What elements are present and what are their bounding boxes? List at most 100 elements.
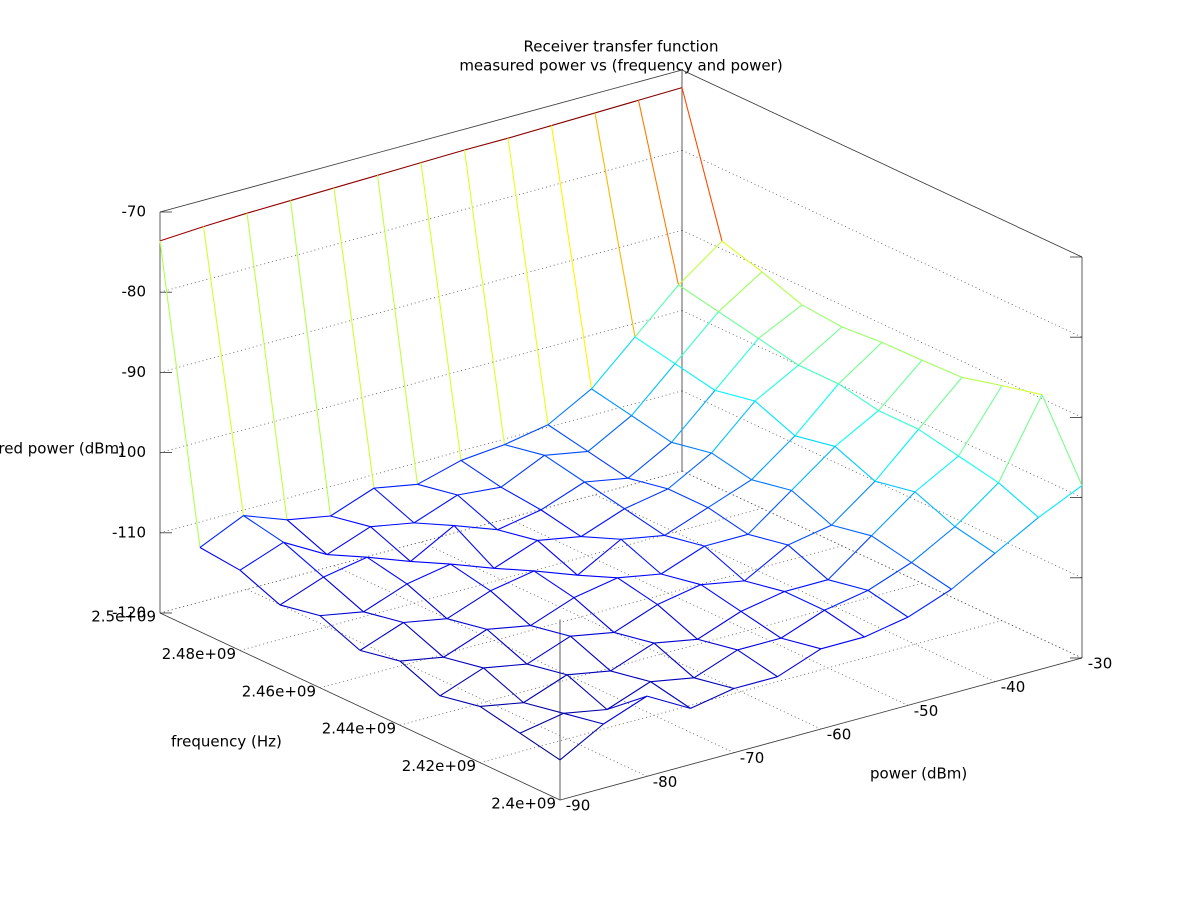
surface-segment [758,337,799,366]
grid-line [681,310,1083,498]
surface-segment [637,100,680,286]
surface-segment [881,341,923,361]
surface-segment [871,535,912,563]
surface-segment [540,509,582,538]
surface-segment [747,489,792,535]
surface-segment [697,610,742,640]
surface-segment [483,663,528,669]
surface-segment [627,441,672,479]
surface-segment [203,212,248,228]
surface-segment [831,480,876,526]
surface-segment [544,454,585,483]
surface-segment [439,695,481,707]
surface-segment [794,435,836,447]
surface-segment [420,162,462,461]
surface-segment [376,175,419,485]
surface-segment [570,631,615,637]
surface-segment [547,424,589,452]
surface-segment [403,618,448,624]
surface-segment [620,538,662,575]
surface-segment [279,604,321,617]
z-tick-label: -100 [112,443,146,461]
surface-segment [159,226,204,242]
surface-segment [834,446,876,482]
z-axis-label: measured power (dBm) [0,440,125,458]
surface-segment [460,444,505,461]
surface-segment [550,125,593,389]
y-tick-label: -30 [1088,655,1113,673]
surface-segment [573,597,615,633]
surface-segment [370,526,411,562]
surface-segment [700,580,745,586]
surface-segment [721,240,763,273]
surface-segment [653,638,698,644]
surface-segment [827,535,872,581]
surface-segment [1041,394,1083,486]
surface-segment [671,441,712,454]
surface-segment [831,524,872,537]
surface-segment [547,388,592,426]
surface-segment [540,481,585,511]
surface-segment [911,562,952,590]
grid-line [246,588,648,777]
surface-segment [330,515,371,528]
surface-segment [594,112,636,338]
surface-segment [239,569,281,606]
surface-segment [406,563,451,585]
surface-segment [563,712,604,725]
grid-line [420,541,822,730]
surface-segment [827,579,869,591]
surface-segment [794,383,839,437]
grid-line [681,69,1083,258]
surface-segment [286,515,331,521]
surface-segment [283,541,324,578]
surface-segment [279,576,324,606]
surface-segment [417,459,462,485]
surface-segment [780,609,825,639]
surface-segment [714,338,759,391]
surface-segment [591,388,632,417]
surface-segment [711,400,756,454]
surface-segment [533,570,578,576]
surface-segment [740,610,782,639]
surface-segment [711,452,752,481]
surface-segment [693,649,738,679]
surface-segment [704,545,745,582]
surface-segment [798,326,843,366]
x-tick-label: 2.5e+09 [91,608,156,626]
surface-segment [606,695,648,711]
surface-segment [707,479,752,509]
surface-segment [671,390,716,443]
surface-segment [878,410,919,430]
surface-segment [787,544,829,581]
surface-segment [650,681,691,709]
surface-segment [566,670,611,676]
surface-segment [580,508,625,538]
surface-segment [787,524,832,546]
y-tick-label: -40 [1001,678,1026,696]
surface-segment [486,628,528,665]
surface-segment [359,622,404,651]
surface-segment [490,570,535,592]
surface-segment [958,455,999,484]
chart-title: Receiver transfer function [524,38,719,56]
grid-line [159,149,683,293]
surface-segment [417,483,458,496]
surface-segment [493,567,535,572]
surface-segment [653,642,695,679]
surface-segment [998,394,1043,483]
grid-line [159,230,683,373]
surface-segment [159,240,201,548]
surface-segment [526,663,568,676]
grid-line [159,612,561,801]
surface-segment [544,450,589,456]
surface-segment [457,486,502,496]
surface-segment [580,536,622,540]
surface-segment [707,507,749,535]
surface-segment [363,583,408,613]
surface-segment [664,507,709,536]
surface-segment [737,637,782,651]
grid-line [681,149,1083,338]
surface-segment [479,706,521,734]
y-tick-label: -70 [740,749,765,767]
